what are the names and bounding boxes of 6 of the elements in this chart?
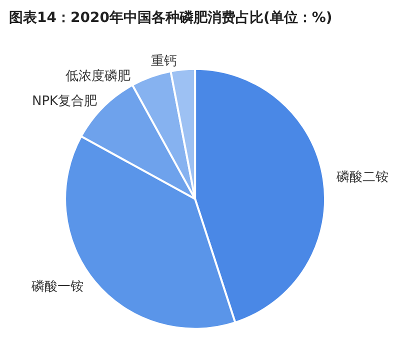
slice-label: 磷酸一铵	[30, 279, 84, 294]
chart-title: 图表14：2020年中国各种磷肥消费占比(单位：%)	[9, 10, 332, 26]
slice-label: 磷酸二铵	[335, 170, 388, 185]
slice-label: 低浓度磷肥	[65, 68, 130, 84]
slice-label: 重钙	[151, 54, 178, 70]
slice-label: NPK复合肥	[32, 94, 98, 109]
